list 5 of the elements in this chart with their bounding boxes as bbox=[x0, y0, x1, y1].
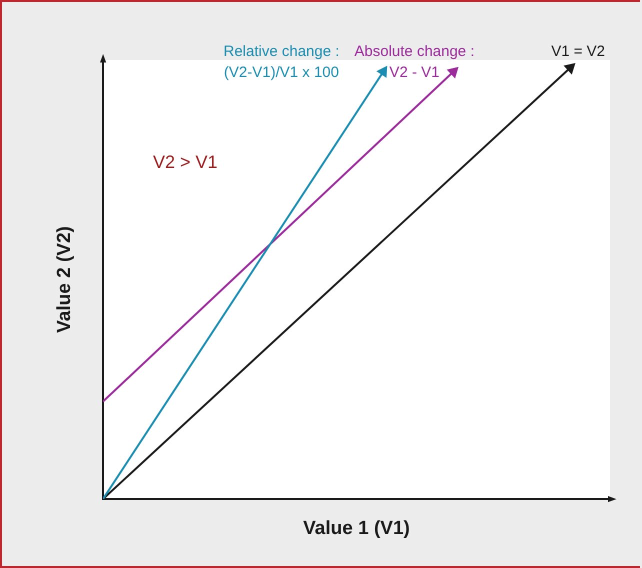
text: Relative change : (V2-V1)/V1 x 100 bbox=[224, 43, 340, 82]
series-label: V1 = V2 bbox=[551, 43, 606, 60]
y-axis-title: Value 2 (V2) bbox=[54, 226, 76, 333]
annotation: V2 > V1 bbox=[153, 152, 218, 172]
x-axis-title: Value 1 (V1) bbox=[303, 518, 410, 540]
